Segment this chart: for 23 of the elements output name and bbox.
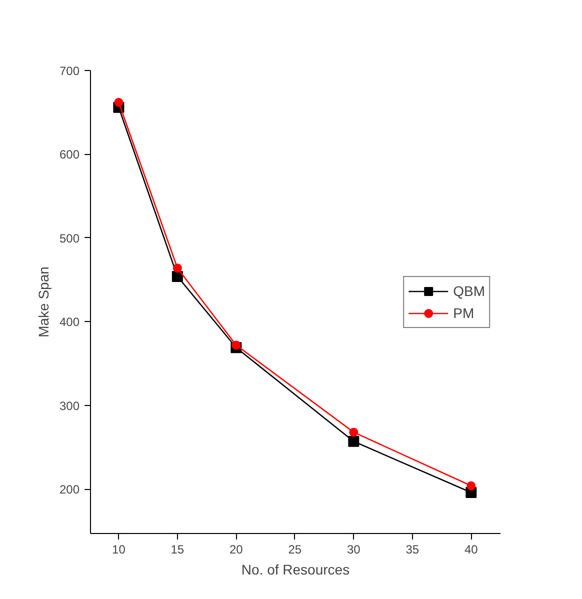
x-tick-label: 20 — [230, 542, 244, 556]
y-tick-label: 500 — [59, 231, 80, 246]
y-tick-label: 200 — [59, 482, 80, 497]
y-tick-label: 400 — [59, 315, 80, 330]
point — [466, 481, 476, 490]
y-tick-label: 600 — [59, 148, 80, 162]
x-tick-label: 40 — [464, 542, 478, 556]
point — [232, 340, 241, 350]
x-tick-label: 15 — [170, 542, 184, 556]
x-tick-label: 30 — [346, 542, 361, 556]
y-tick-label: 700 — [59, 64, 80, 78]
x-tick-label: 35 — [406, 542, 420, 556]
x-tick-label: 25 — [288, 542, 302, 556]
legend-label: PM — [453, 304, 474, 320]
point — [348, 436, 360, 447]
y-tick-label: 300 — [59, 398, 80, 413]
point — [349, 428, 358, 437]
point — [114, 98, 124, 107]
point — [172, 264, 182, 273]
x-tick-label: 10 — [112, 542, 126, 556]
x-axis-title: No. of Resources — [241, 562, 350, 578]
y-axis-title: Make Span — [35, 266, 52, 338]
legend-label: QBM — [453, 282, 485, 298]
